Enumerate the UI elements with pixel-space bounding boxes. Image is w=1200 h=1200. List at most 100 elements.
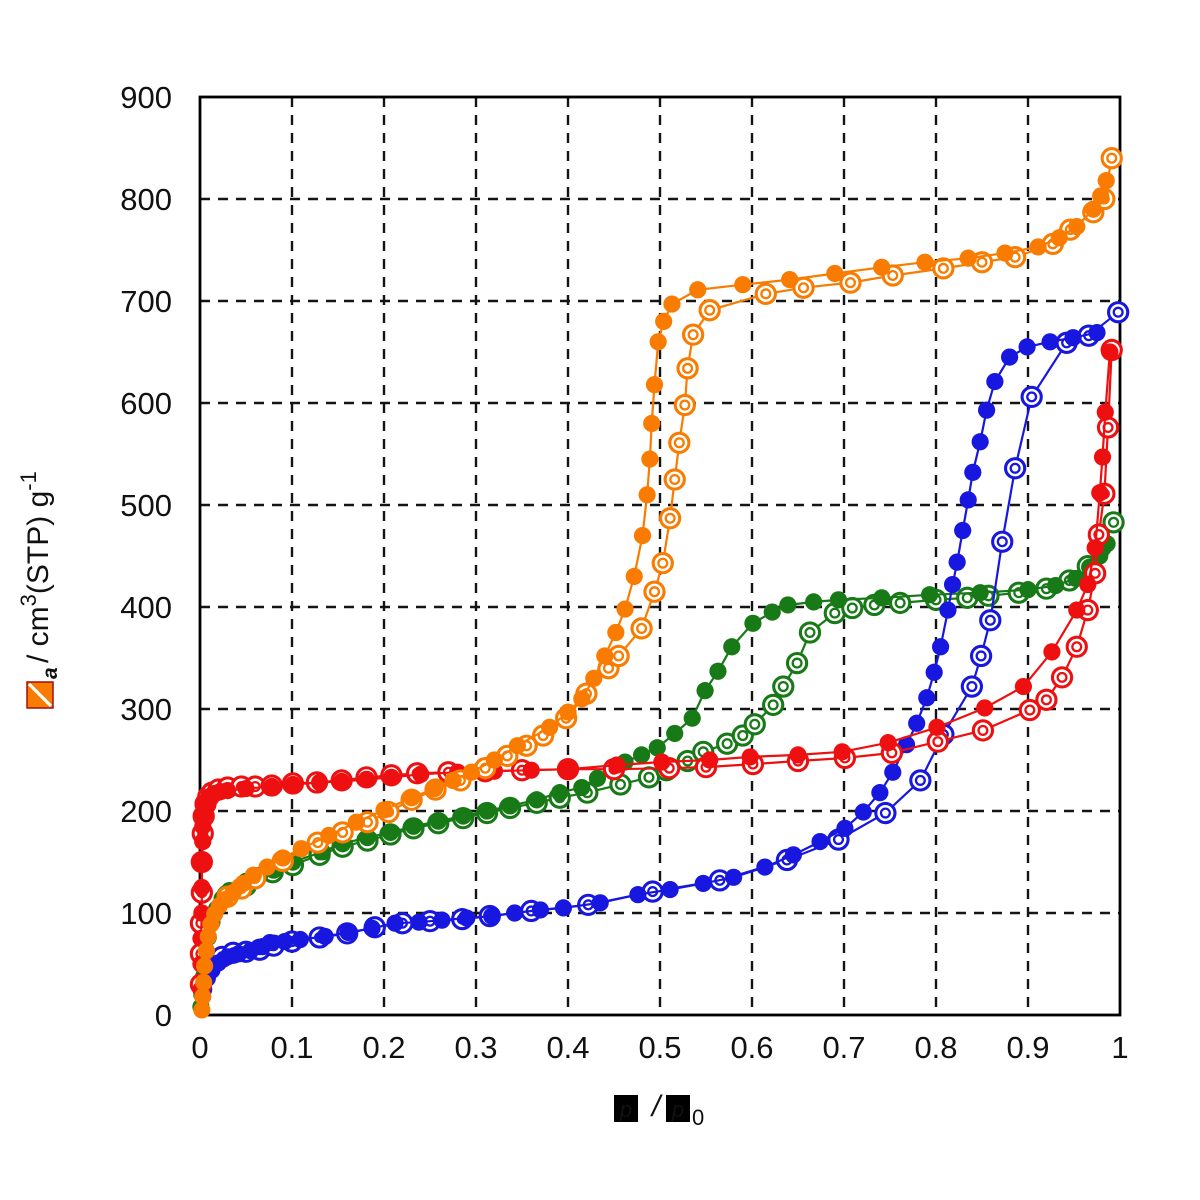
orange-adsorption-marker <box>193 1001 211 1019</box>
green-adsorption-marker <box>588 769 607 787</box>
y-tick-label: 800 <box>120 182 172 217</box>
orange-desorption-marker-inner <box>844 277 856 289</box>
boxed-p-glyph <box>614 1095 638 1122</box>
x-tick-label: 0.1 <box>270 1030 313 1065</box>
blue-adsorption-marker <box>986 372 1004 391</box>
red-adsorption-marker <box>194 833 212 851</box>
blue-desorption-marker-inner <box>966 681 978 693</box>
green-desorption-marker-inner <box>804 626 816 639</box>
y-tick-label: 900 <box>120 80 172 115</box>
red-adsorption-marker <box>1086 539 1104 557</box>
orange-adsorption-marker <box>689 281 707 299</box>
red-desorption-marker-inner <box>1040 694 1052 706</box>
x-tick-label: 0.3 <box>454 1030 497 1065</box>
x-tick-label: 0.7 <box>822 1030 865 1065</box>
blue-adsorption-marker <box>948 553 966 571</box>
green-adsorption-marker <box>723 638 741 656</box>
red-adsorption-marker <box>357 770 376 788</box>
x-tick-label: 0.4 <box>546 1030 589 1065</box>
green-desorption-marker-inner <box>749 718 761 730</box>
blue-adsorption-marker <box>971 433 989 451</box>
orange-adsorption-marker <box>197 942 216 960</box>
green-desorption-marker-inner <box>721 738 733 750</box>
red-adsorption-marker <box>1043 643 1061 661</box>
blue-adsorption-marker <box>954 521 972 540</box>
blue-desorption-marker-inner <box>996 536 1008 548</box>
green-adsorption-marker <box>429 812 447 830</box>
y-tick-label: 300 <box>120 692 172 727</box>
blue-adsorption-marker <box>1041 333 1059 351</box>
orange-adsorption-marker <box>444 771 462 790</box>
blue-adsorption-marker <box>1018 338 1036 356</box>
orange-adsorption-marker <box>195 973 213 991</box>
orange-adsorption-marker <box>645 376 664 394</box>
orange-adsorption-marker <box>625 567 643 586</box>
orange-adsorption-marker <box>292 840 310 858</box>
orange-adsorption-marker <box>781 270 799 289</box>
orange-adsorption-marker <box>663 295 681 313</box>
red-adsorption-marker <box>193 878 211 897</box>
y-tick-labels: 0 100 200 300 400 500 600 700 800 900 <box>120 80 172 1033</box>
blue-adsorption-marker <box>276 932 294 951</box>
orange-desorption-marker-inner <box>797 282 810 294</box>
orange-adsorption-marker <box>1097 172 1115 190</box>
blue-desorption-marker-inner <box>1026 391 1038 403</box>
orange-adsorption-marker <box>375 801 393 819</box>
y-tick-label: 0 <box>155 998 172 1033</box>
blue-desorption-marker-inner <box>1009 462 1021 474</box>
green-adsorption-marker <box>633 746 651 764</box>
blue-adsorption-marker <box>1064 329 1082 347</box>
red-adsorption-marker <box>833 743 851 761</box>
green-adsorption-marker <box>573 778 591 797</box>
blue-adsorption-marker <box>554 899 573 917</box>
green-adsorption-marker <box>683 709 701 727</box>
orange-desorption-marker-inner <box>976 256 988 268</box>
green-adsorption-marker <box>829 591 848 609</box>
slash-text: / <box>650 1090 663 1123</box>
red-adsorption-marker <box>741 748 759 766</box>
blue-adsorption-marker <box>964 463 982 481</box>
blue-adsorption-marker <box>483 907 501 925</box>
x-tick-label: 0.2 <box>362 1030 405 1065</box>
green-adsorption-marker <box>971 584 989 602</box>
orange-desorption-marker-inner <box>687 329 699 341</box>
blue-adsorption-marker <box>410 913 428 931</box>
y-tick-label: 700 <box>120 284 172 319</box>
blue-adsorption-marker <box>811 833 829 851</box>
red-adsorption-marker <box>237 779 255 798</box>
red-adsorption-marker <box>284 775 302 794</box>
blue-adsorption-marker <box>854 803 872 821</box>
orange-adsorption-marker <box>573 690 591 708</box>
blue-adsorption-marker <box>433 911 451 929</box>
green-adsorption-marker <box>744 614 762 632</box>
orange-adsorption-marker <box>196 957 214 975</box>
orange-adsorption-marker <box>873 258 891 276</box>
orange-adsorption-marker <box>559 703 577 721</box>
orange-adsorption-marker <box>1029 238 1047 256</box>
red-adsorption-marker <box>263 777 281 796</box>
red-adsorption-marker <box>193 853 211 871</box>
orange-desorption-marker-inner <box>648 586 661 598</box>
red-desorption-marker-inner <box>1024 704 1036 716</box>
orange-adsorption-marker <box>916 253 934 271</box>
y-tick-label: 500 <box>120 488 172 523</box>
orange-desorption-marker-inner <box>657 557 669 569</box>
orange-adsorption-marker <box>194 988 212 1006</box>
orange-adsorption-marker <box>633 527 652 545</box>
blue-adsorption-marker <box>661 880 679 899</box>
p0-subscript: 0 <box>692 1105 704 1130</box>
orange-desorption-marker-inner <box>664 512 676 524</box>
blue-adsorption-marker <box>1001 348 1019 366</box>
green-desorption-marker-inner <box>777 681 789 693</box>
green-adsorption-marker <box>648 739 666 757</box>
orange-desorption-marker-inner <box>636 622 648 634</box>
orange-adsorption-marker <box>347 813 365 831</box>
green-adsorption-marker <box>709 662 727 680</box>
blue-adsorption-marker <box>1088 324 1106 342</box>
orange-adsorption-marker <box>655 312 673 330</box>
green-adsorption-marker <box>404 817 423 835</box>
orange-adsorption-marker <box>274 849 292 867</box>
orange-adsorption-marker <box>1050 229 1068 247</box>
